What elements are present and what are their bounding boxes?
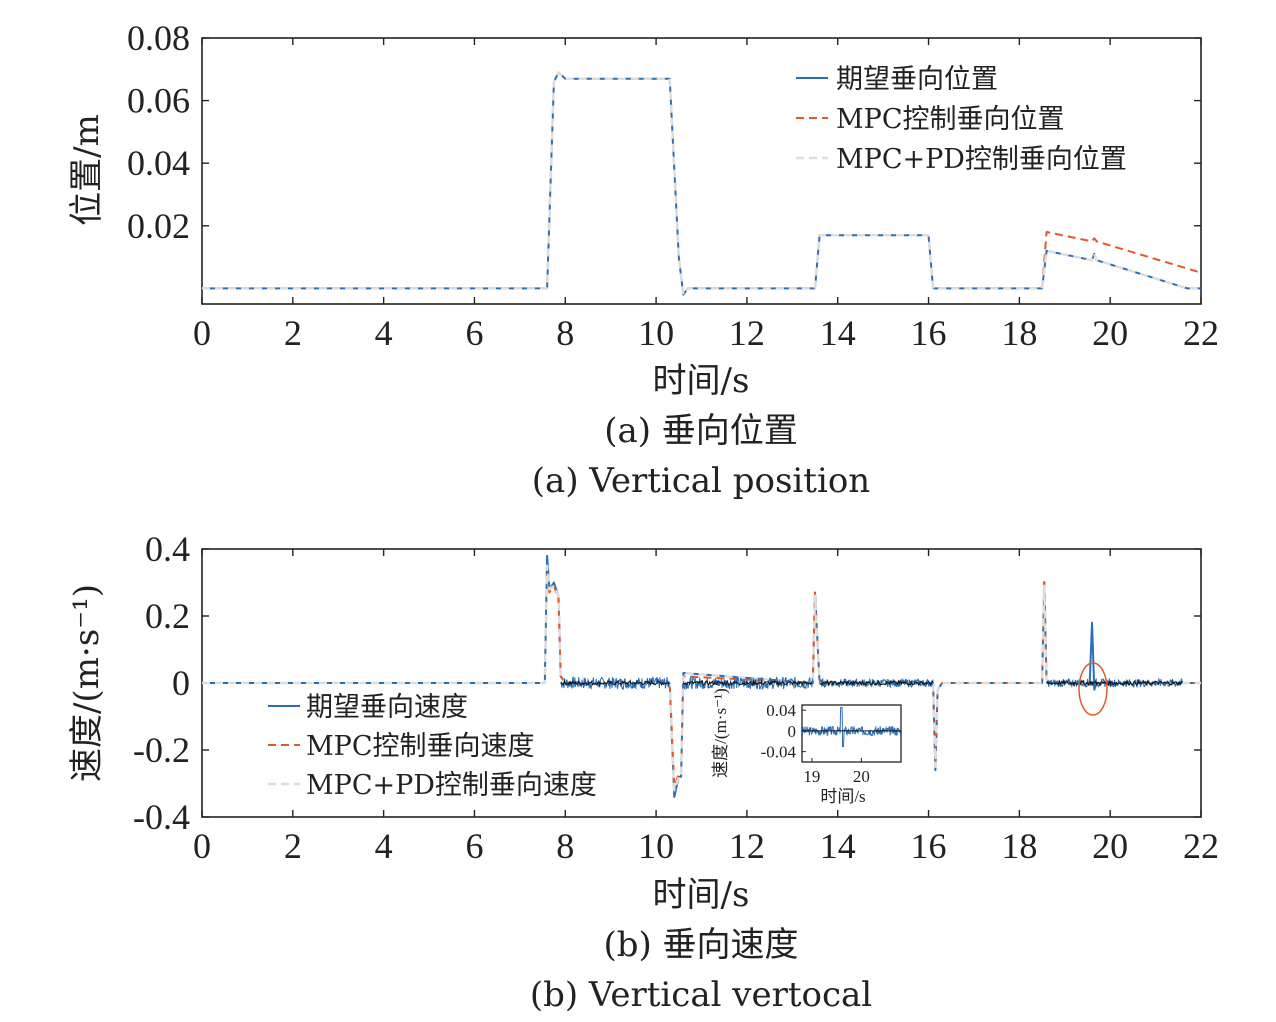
inset-x-tick-label-0: 19 (803, 767, 820, 786)
x-tick-label-1-10: 20 (1092, 826, 1128, 866)
noise-band-2 (819, 677, 934, 689)
x-tick-label-1-7: 14 (820, 826, 856, 866)
inset-frame (801, 704, 902, 763)
x-tick-label-1-6: 12 (729, 826, 765, 866)
x-axis-label-a: 时间/s (653, 361, 750, 401)
panel-a: 0 2 4 6 8 10 12 14 16 18 20 22 0.02 0.04 0.06 0.08 位置/… (67, 18, 1219, 501)
caption-cn-a: (a) 垂向位置 (604, 411, 798, 451)
inset-y-label: 速度/(m·s⁻¹) (711, 688, 730, 778)
legend-a: 期望垂向位置 MPC控制垂向位置 MPC+PD控制垂向位置 (796, 64, 1127, 175)
legend-label-b-0: 期望垂向速度 (306, 692, 468, 723)
x-axis-label-b: 时间/s (653, 875, 750, 915)
legend-label-b-1: MPC控制垂向速度 (306, 731, 534, 762)
plot-frame-a (201, 37, 1202, 305)
y-axis-label-a: 位置/m (67, 114, 107, 226)
x-axis-ticks-a: 0 2 4 6 8 10 12 14 16 18 20 22 (193, 38, 1219, 353)
x-tick-label-0-3: 6 (465, 313, 483, 353)
y-tick-label-1-4: 0.4 (145, 529, 190, 569)
x-tick-label-0-8: 16 (911, 313, 947, 353)
y-tick-label-0-2: 0.06 (127, 81, 190, 121)
x-tick-label-0-7: 14 (820, 313, 856, 353)
x-tick-label-0-2: 4 (375, 313, 393, 353)
inset-y-tick-label-1: 0 (788, 722, 797, 741)
inset-x-tick-label-1: 20 (853, 767, 870, 786)
x-tick-label-1-3: 6 (465, 826, 483, 866)
x-tick-label-1-2: 4 (375, 826, 393, 866)
y-tick-label-0-0: 0.02 (127, 206, 190, 246)
series-line-1-2 (202, 564, 1201, 792)
x-axis-ticks-b: 0 2 4 6 8 10 12 14 16 18 20 22 (193, 549, 1219, 866)
legend-label-a-1: MPC控制垂向位置 (836, 104, 1064, 135)
caption-en-a: (a) Vertical position (532, 461, 870, 501)
x-tick-label-0-9: 18 (1001, 313, 1037, 353)
y-tick-label-0-3: 0.08 (127, 18, 190, 58)
legend-label-a-0: 期望垂向位置 (836, 64, 998, 95)
x-tick-label-0-0: 0 (193, 313, 211, 353)
noise-band-dark-2 (819, 679, 934, 687)
y-axis-ticks-a: 0.02 0.04 0.06 0.08 (127, 18, 1201, 246)
caption-en-b: (b) Vertical vertocal (530, 975, 872, 1015)
series-line-0-2 (202, 71, 1201, 296)
x-tick-label-0-4: 8 (556, 313, 574, 353)
x-tick-label-1-9: 18 (1001, 826, 1037, 866)
legend-label-b-2: MPC+PD控制垂向速度 (306, 770, 597, 801)
panel-b: 0 2 4 6 8 10 12 14 16 18 20 22 -0.4 -0.2 0 0.2 0.4 速度/(… (67, 529, 1219, 1015)
x-tick-label-1-8: 16 (911, 826, 947, 866)
x-tick-label-1-11: 22 (1183, 826, 1219, 866)
caption-cn-b: (b) 垂向速度 (603, 925, 798, 965)
inset-y-tick-label-0: 0.04 (766, 701, 796, 720)
x-tick-label-1-0: 0 (193, 826, 211, 866)
noise-band-dark-1 (682, 679, 813, 687)
legend-b: 期望垂向速度 MPC控制垂向速度 MPC+PD控制垂向速度 (268, 692, 597, 801)
noise-band-0 (560, 675, 670, 691)
y-tick-label-1-1: -0.2 (133, 730, 190, 770)
inset-x-label: 时间/s (820, 787, 865, 806)
y-tick-label-1-2: 0 (172, 663, 190, 703)
y-tick-label-1-0: -0.4 (133, 797, 190, 837)
x-tick-label-1-1: 2 (284, 826, 302, 866)
y-tick-label-1-3: 0.2 (145, 596, 190, 636)
x-tick-label-0-1: 2 (284, 313, 302, 353)
inset-plot: 19 20 0.04 0 -0.04 速度/(m·s⁻¹) 时间/s (711, 688, 902, 806)
legend-label-a-2: MPC+PD控制垂向位置 (836, 144, 1127, 175)
x-tick-label-1-4: 8 (556, 826, 574, 866)
x-tick-label-0-6: 12 (729, 313, 765, 353)
series-lines-b (202, 554, 1201, 798)
noise-band-dark-0 (560, 679, 671, 687)
x-tick-label-1-5: 10 (638, 826, 674, 866)
y-tick-label-0-1: 0.04 (127, 143, 190, 183)
noise-band-dark-3 (1046, 679, 1183, 687)
x-tick-label-0-5: 10 (638, 313, 674, 353)
x-tick-label-0-11: 22 (1183, 313, 1219, 353)
inset-ticks: 19 20 0.04 0 -0.04 (761, 701, 870, 786)
inset-y-tick-label-2: -0.04 (761, 743, 797, 762)
highlight-circle (1078, 662, 1108, 716)
y-axis-label-b: 速度/(m·s⁻¹) (67, 584, 107, 782)
y-axis-ticks-b: -0.4 -0.2 0 0.2 0.4 (133, 529, 1201, 837)
series-lines-a (202, 71, 1202, 296)
inset-lines (801, 707, 901, 747)
x-tick-label-0-10: 20 (1092, 313, 1128, 353)
